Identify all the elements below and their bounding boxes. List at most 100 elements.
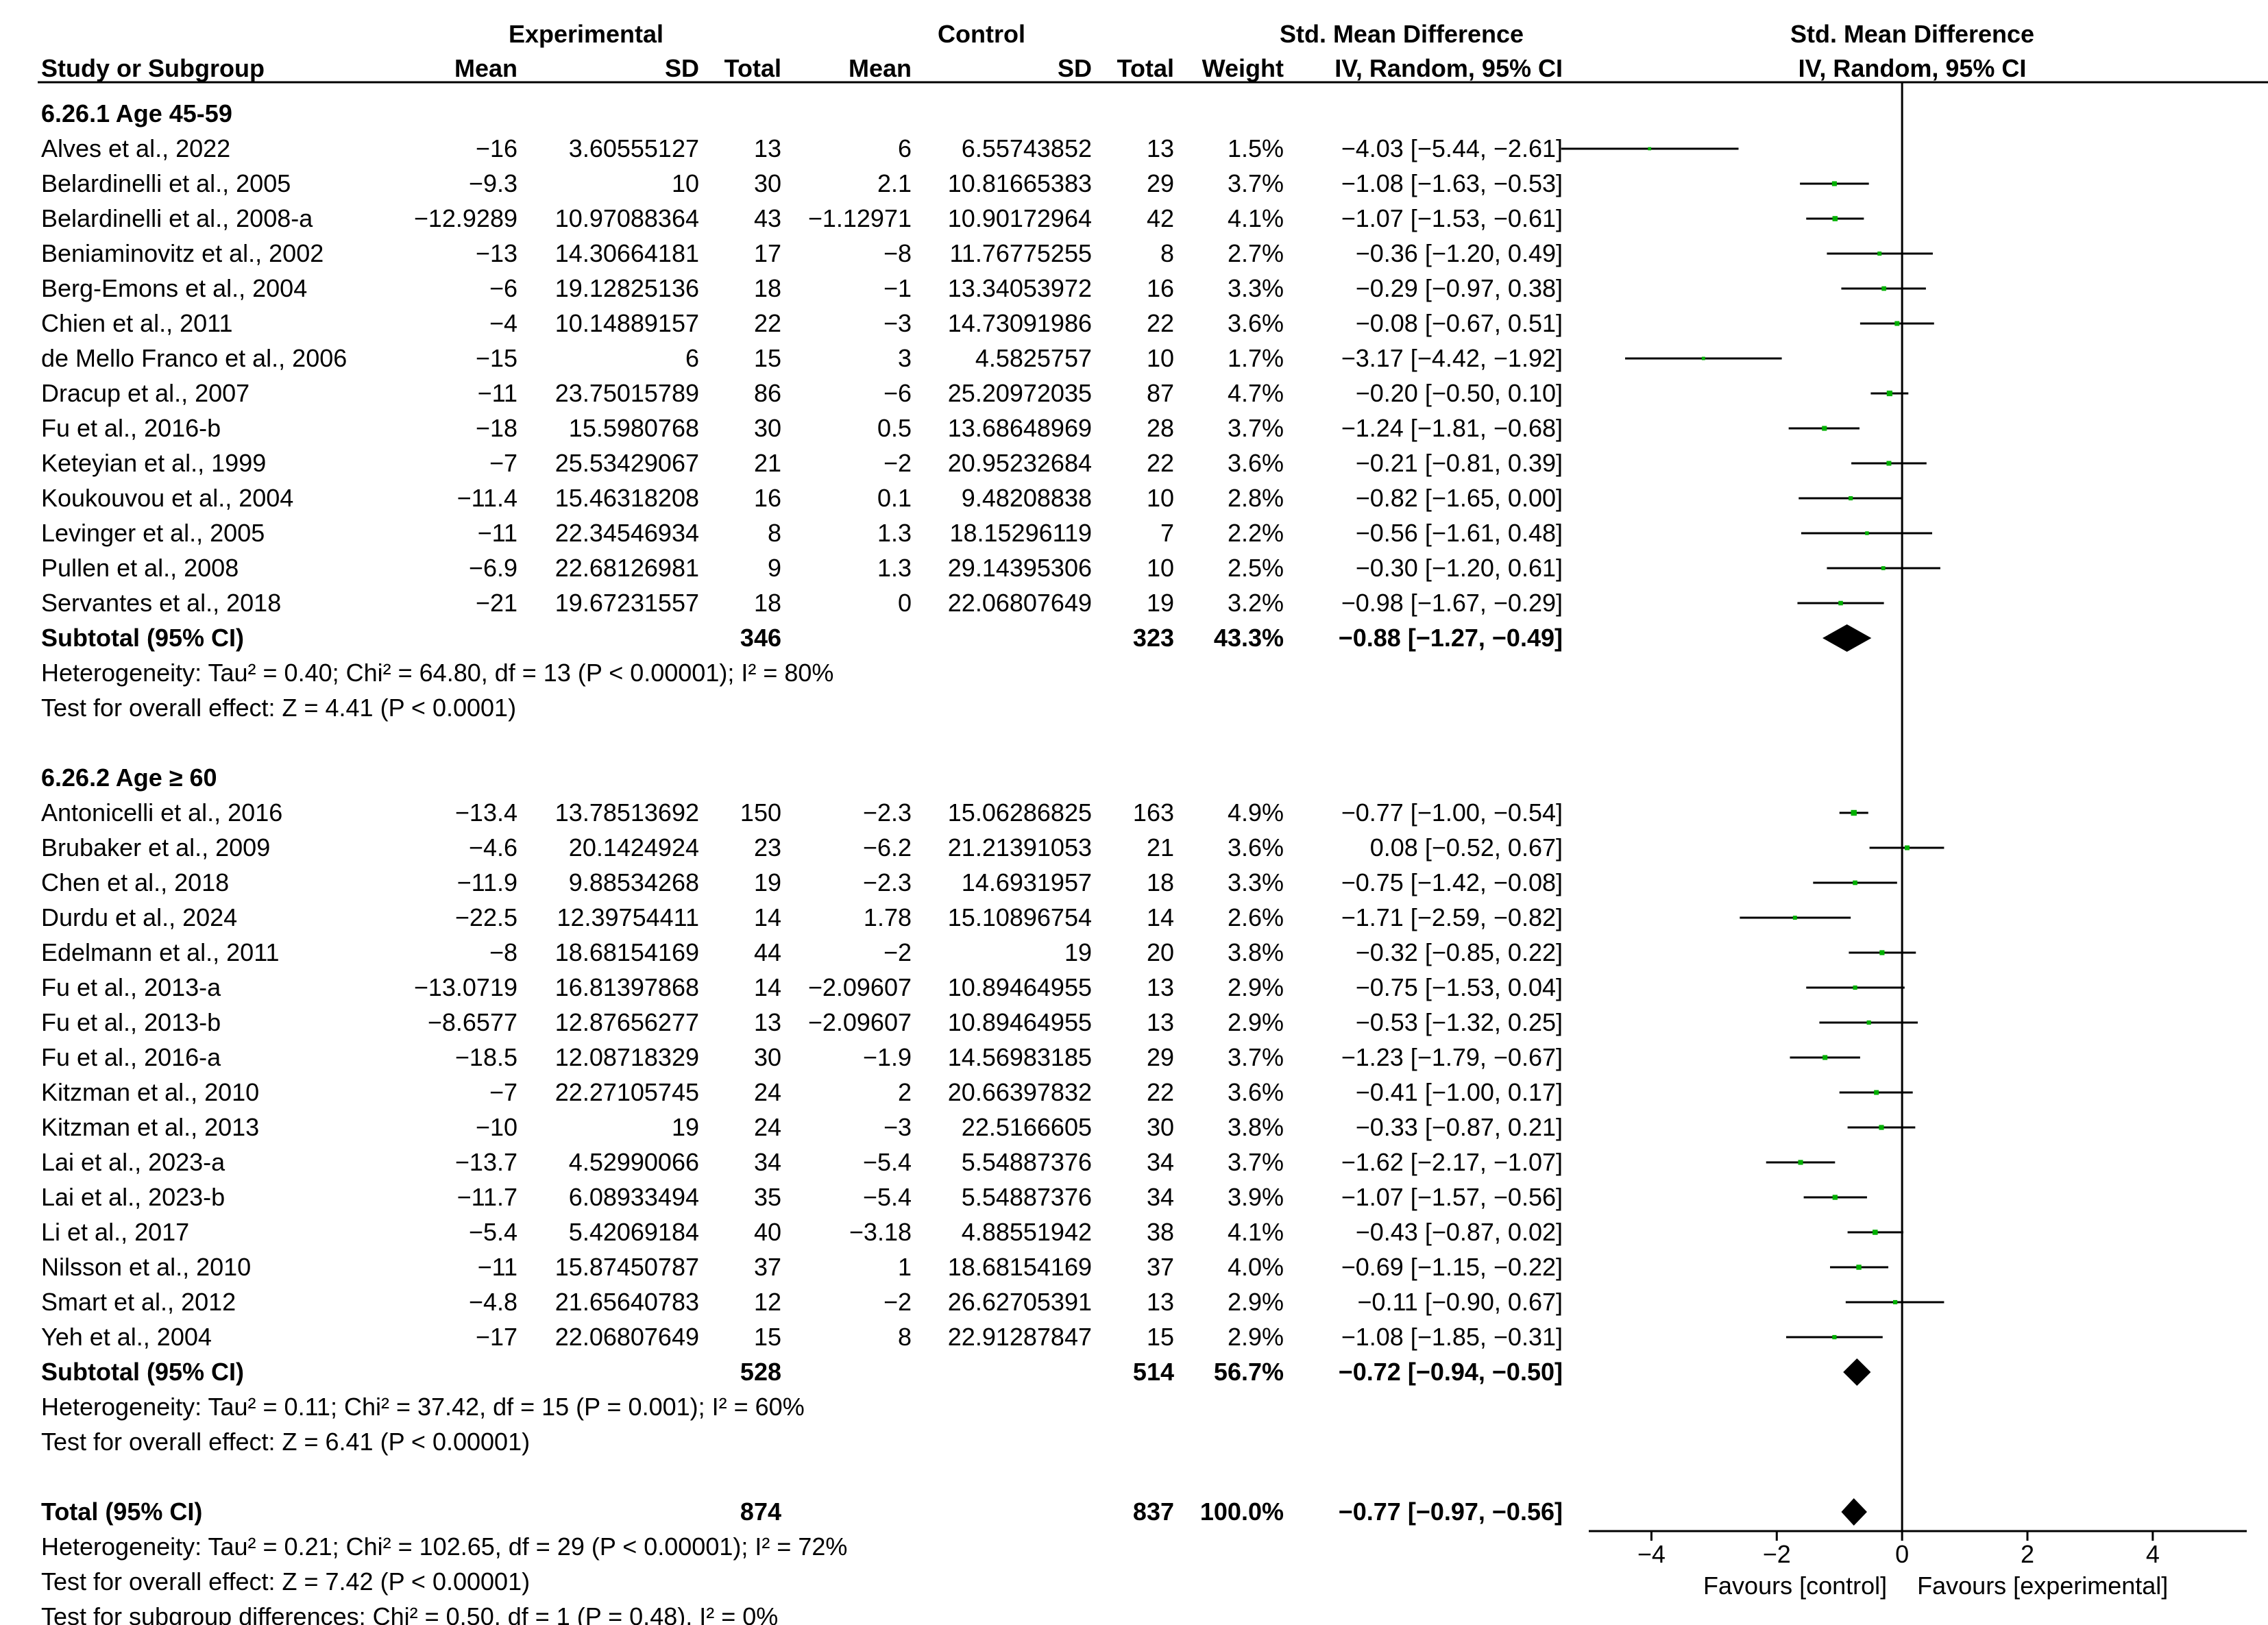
weight: 2.9%: [1228, 1288, 1284, 1316]
ctrl-mean: −2: [883, 938, 912, 966]
exp-total: 13: [754, 134, 781, 162]
ctrl-sd: 15.06286825: [948, 798, 1092, 827]
point-estimate: [1892, 1299, 1898, 1305]
study-name: de Mello Franco et al., 2006: [41, 344, 347, 372]
exp-mean: −6.9: [469, 554, 517, 582]
exp-mean: −16: [476, 134, 517, 162]
exp-sd: 10.97088364: [555, 204, 699, 232]
smd-ci: −0.08 [−0.67, 0.51]: [1356, 309, 1563, 337]
exp-total: 13: [754, 1008, 781, 1036]
exp-mean: −11: [478, 519, 517, 547]
study-name: Fu et al., 2013-a: [41, 973, 221, 1001]
smd-ci: −4.03 [−5.44, −2.61]: [1341, 134, 1563, 162]
ctrl-sd: 10.89464955: [948, 973, 1092, 1001]
exp-total: 8: [768, 519, 781, 547]
exp-mean: −11: [478, 1253, 517, 1281]
point-estimate: [1886, 390, 1892, 397]
study-name: Kitzman et al., 2013: [41, 1113, 259, 1141]
favours-left-label: Favours [control]: [1703, 1572, 1887, 1600]
x-tick-label: 4: [2146, 1540, 2160, 1568]
plot-area: −4 −2 0 2 4 Favours [control] Favours [experim…: [1561, 82, 2247, 1600]
total-exp-total: 874: [740, 1498, 781, 1526]
ctrl-sd: 6.55743852: [962, 134, 1092, 162]
exp-sd: 22.34546934: [555, 519, 699, 547]
x-tick-label: 0: [1895, 1540, 1909, 1568]
ctrl-total: 19: [1147, 589, 1174, 617]
exp-sd: 18.68154169: [555, 938, 699, 966]
subtotal-weight: 56.7%: [1214, 1358, 1284, 1386]
ctrl-total: 22: [1147, 1078, 1174, 1106]
point-estimate: [1877, 252, 1882, 256]
smd-ci: −0.30 [−1.20, 0.61]: [1356, 554, 1563, 582]
point-estimate: [1879, 1125, 1884, 1130]
ctrl-sd: 26.62705391: [948, 1288, 1092, 1316]
exp-sd: 20.1424924: [569, 833, 699, 862]
weight: 3.3%: [1228, 868, 1284, 896]
header-ctrl-mean: Mean: [849, 54, 912, 82]
header-exp-total: Total: [724, 54, 781, 82]
ctrl-total: 13: [1147, 973, 1174, 1001]
weight: 3.8%: [1228, 938, 1284, 966]
point-estimate: [1798, 1160, 1803, 1165]
heterogeneity-text: Heterogeneity: Tau² = 0.11; Chi² = 37.42…: [41, 1393, 805, 1421]
exp-total: 15: [754, 1323, 781, 1351]
subgroup-differences-text: Test for subgroup differences: Chi² = 0.…: [41, 1602, 778, 1625]
exp-mean: −13.7: [455, 1148, 517, 1176]
study-name: Antonicelli et al., 2016: [41, 798, 282, 827]
exp-sd: 6.08933494: [569, 1183, 699, 1211]
weight: 2.8%: [1228, 484, 1284, 512]
exp-mean: −4.6: [469, 833, 517, 862]
exp-sd: 22.68126981: [555, 554, 699, 582]
header-weight: Weight: [1202, 54, 1284, 82]
ctrl-sd: 22.91287847: [948, 1323, 1092, 1351]
ctrl-total: 30: [1147, 1113, 1174, 1141]
exp-sd: 5.42069184: [569, 1218, 699, 1246]
exp-total: 17: [754, 239, 781, 267]
weight: 1.7%: [1228, 344, 1284, 372]
point-estimate: [1894, 321, 1900, 326]
exp-mean: −13: [476, 239, 517, 267]
header-effect-method: IV, Random, 95% CI: [1334, 54, 1563, 82]
weight: 2.5%: [1228, 554, 1284, 582]
exp-total: 21: [754, 449, 781, 477]
exp-sd: 4.52990066: [569, 1148, 699, 1176]
study-name: Li et al., 2017: [41, 1218, 189, 1246]
study-name: Brubaker et al., 2009: [41, 833, 270, 862]
subtotal-diamond: [1822, 624, 1872, 652]
header-study-or-subgroup: Study or Subgroup: [41, 54, 265, 82]
ctrl-mean: −2: [883, 1288, 912, 1316]
subtotal-ci: −0.88 [−1.27, −0.49]: [1339, 624, 1563, 652]
weight: 3.7%: [1228, 1043, 1284, 1071]
smd-ci: −0.82 [−1.65, 0.00]: [1356, 484, 1563, 512]
ctrl-sd: 13.68648969: [948, 414, 1092, 442]
study-name: Belardinelli et al., 2008-a: [41, 204, 313, 232]
ctrl-sd: 14.56983185: [948, 1043, 1092, 1071]
exp-mean: −11.4: [457, 484, 517, 512]
subgroup-heading: 6.26.1 Age 45-59: [41, 99, 232, 127]
smd-ci: −1.08 [−1.85, −0.31]: [1341, 1323, 1563, 1351]
weight: 4.0%: [1228, 1253, 1284, 1281]
ctrl-mean: 2: [898, 1078, 912, 1106]
point-estimate: [1856, 1264, 1862, 1270]
ctrl-total: 22: [1147, 309, 1174, 337]
ctrl-mean: −5.4: [863, 1148, 912, 1176]
subtotal-weight: 43.3%: [1214, 624, 1284, 652]
ctrl-total: 13: [1147, 1288, 1174, 1316]
ctrl-mean: −3: [883, 1113, 912, 1141]
ctrl-total: 10: [1147, 344, 1174, 372]
ctrl-total: 34: [1147, 1148, 1174, 1176]
x-tick-label: −2: [1763, 1540, 1791, 1568]
weight: 4.1%: [1228, 204, 1284, 232]
study-name: Keteyian et al., 1999: [41, 449, 266, 477]
exp-sd: 19: [672, 1113, 699, 1141]
heterogeneity-text: Heterogeneity: Tau² = 0.40; Chi² = 64.80…: [41, 659, 833, 687]
study-name: Levinger et al., 2005: [41, 519, 265, 547]
header-experimental: Experimental: [509, 20, 663, 48]
exp-total: 86: [754, 379, 781, 407]
exp-mean: −11.7: [457, 1183, 517, 1211]
x-tick-label: −4: [1637, 1540, 1666, 1568]
exp-total: 22: [754, 309, 781, 337]
point-estimate: [1792, 916, 1797, 920]
ctrl-mean: 0: [898, 589, 912, 617]
subtotal-ctrl-total: 514: [1133, 1358, 1174, 1386]
